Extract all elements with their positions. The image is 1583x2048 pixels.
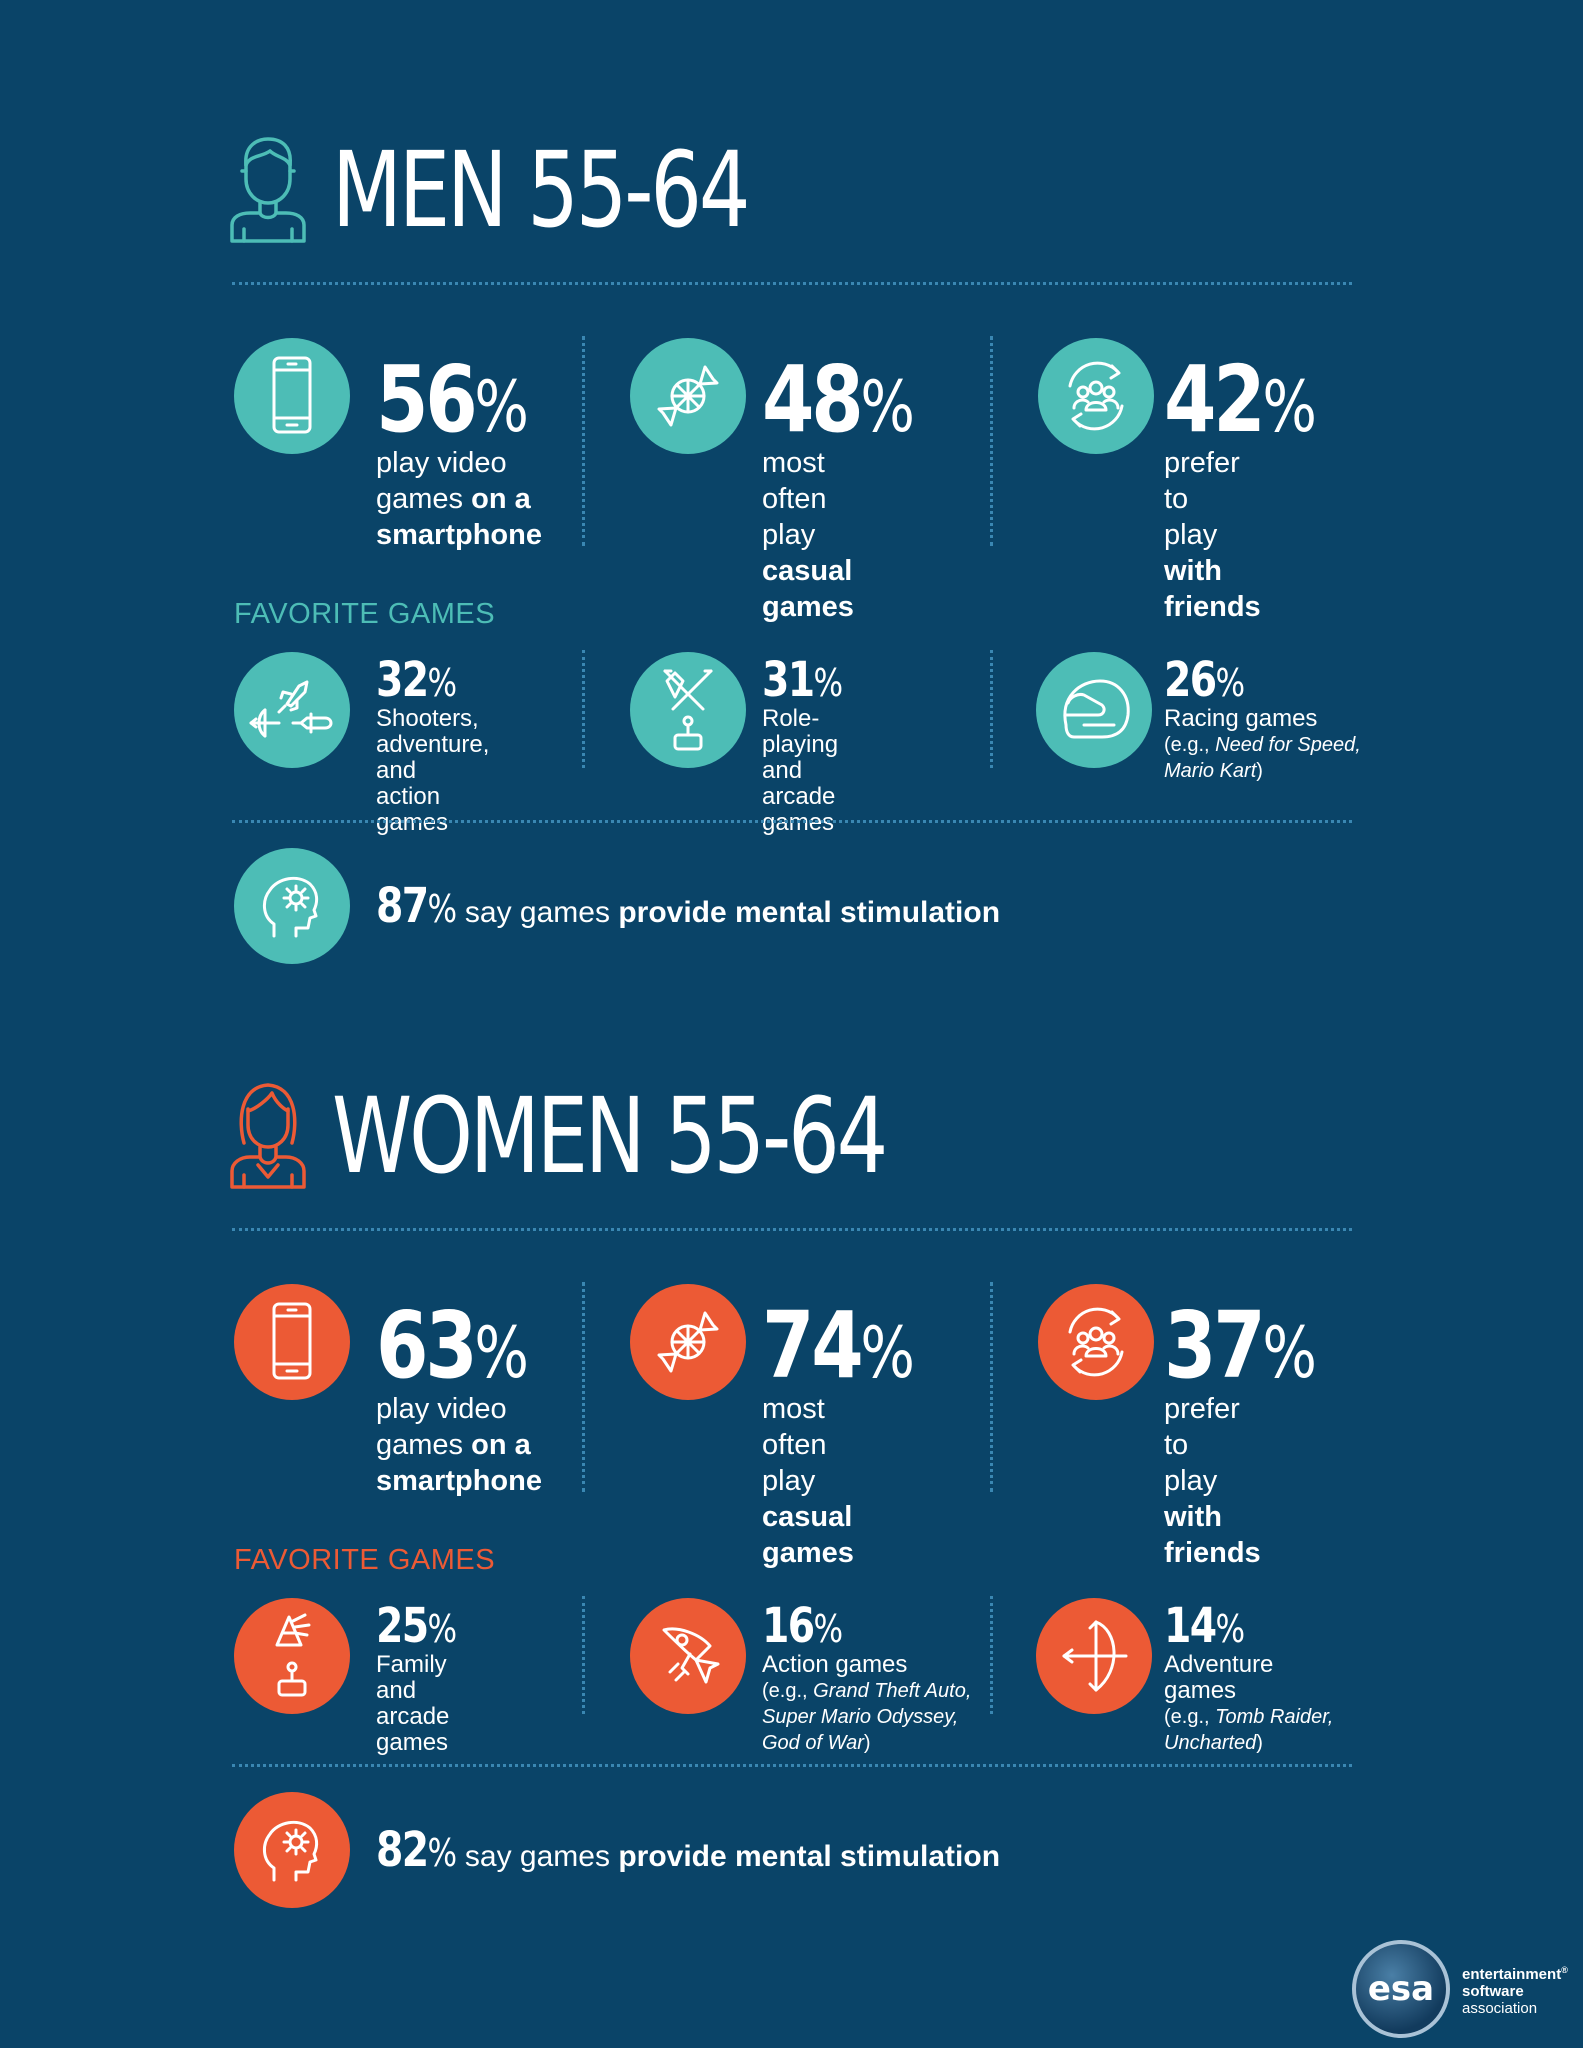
men-divider-top: [232, 282, 1352, 285]
stat-description: most often play casual games: [762, 1393, 854, 1569]
esa-logo-text: entertainment® software association: [1462, 1964, 1568, 2017]
stat-description: play video games on a smartphone: [376, 1393, 542, 1497]
rocket-icon: [630, 1598, 746, 1714]
men-title-row: MEN 55-64: [228, 129, 865, 251]
mental-text: say games provide mental stimulation: [464, 1840, 1001, 1873]
women-divider-v4: [990, 1596, 993, 1714]
candy-icon: [630, 338, 746, 454]
stat-description: prefer to play with friends: [1164, 1393, 1261, 1569]
mental-value: 82%: [376, 1822, 458, 1878]
candy-icon: [630, 1284, 746, 1400]
men-title: MEN 55-64: [332, 129, 750, 251]
mental-text: say games provide mental stimulation: [464, 896, 1001, 929]
shooter-adventure-icon: [234, 652, 350, 768]
men-divider-v3: [582, 650, 585, 768]
family-arcade-icon: [234, 1598, 350, 1714]
friends-icon: [1038, 338, 1154, 454]
men-divider-v2: [990, 336, 993, 546]
friends-icon: [1038, 1284, 1154, 1400]
mental-value: 87%: [376, 878, 458, 934]
women-title: WOMEN 55-64: [332, 1075, 888, 1197]
stat-value: 63%: [376, 1292, 529, 1399]
stat-description: most often play casual games: [762, 447, 854, 623]
women-mental-stat: 82% say games provide mental stimulation: [376, 1826, 1000, 1874]
fav-value: 25%: [376, 1598, 458, 1654]
stat-description: prefer to play with friends: [1164, 447, 1261, 623]
women-divider-top: [232, 1228, 1352, 1231]
men-divider-mid: [232, 820, 1352, 823]
fav-value: 26%: [1164, 652, 1246, 708]
women-favorite-label: FAVORITE GAMES: [234, 1544, 496, 1576]
women-title-row: WOMEN 55-64: [228, 1075, 1041, 1197]
man-icon: [230, 137, 306, 243]
helmet-icon: [1036, 652, 1152, 768]
brain-gear-icon: [234, 1792, 350, 1908]
fav-description: Shooters, adventure, and action games: [376, 705, 490, 836]
woman-icon: [230, 1083, 306, 1189]
women-divider-v1: [582, 1282, 585, 1492]
role-playing-arcade-icon: [630, 652, 746, 768]
women-divider-mid: [232, 1764, 1352, 1767]
women-divider-v2: [990, 1282, 993, 1492]
stat-value: 48%: [762, 346, 915, 453]
stat-value: 42%: [1164, 346, 1317, 453]
smartphone-icon: [234, 338, 350, 454]
fav-value: 32%: [376, 652, 458, 708]
fav-value: 16%: [762, 1598, 844, 1654]
men-divider-v4: [990, 650, 993, 768]
smartphone-icon: [234, 1284, 350, 1400]
brain-gear-icon: [234, 848, 350, 964]
stat-value: 56%: [376, 346, 529, 453]
men-mental-stat: 87% say games provide mental stimulation: [376, 882, 1000, 930]
fav-description: Role-playing and arcade games: [762, 705, 839, 836]
fav-value: 14%: [1164, 1598, 1246, 1654]
women-divider-v3: [582, 1596, 585, 1714]
fav-description: Action games (e.g., Grand Theft Auto, Su…: [762, 1651, 972, 1755]
stat-value: 74%: [762, 1292, 915, 1399]
fav-description: Family and arcade games: [376, 1651, 450, 1756]
esa-logo-mark: esa: [1352, 1940, 1450, 2038]
men-divider-v1: [582, 336, 585, 546]
fav-description: Adventure games (e.g., Tomb Raider, Unch…: [1164, 1651, 1334, 1755]
bow-arrow-icon: [1036, 1598, 1152, 1714]
men-favorite-label: FAVORITE GAMES: [234, 598, 496, 630]
stat-value: 37%: [1164, 1292, 1317, 1399]
esa-logo: esa entertainment® software association: [1352, 1940, 1568, 2038]
stat-description: play video games on a smartphone: [376, 447, 542, 551]
fav-value: 31%: [762, 652, 844, 708]
fav-description: Racing games (e.g., Need for Speed, Mari…: [1164, 705, 1361, 783]
